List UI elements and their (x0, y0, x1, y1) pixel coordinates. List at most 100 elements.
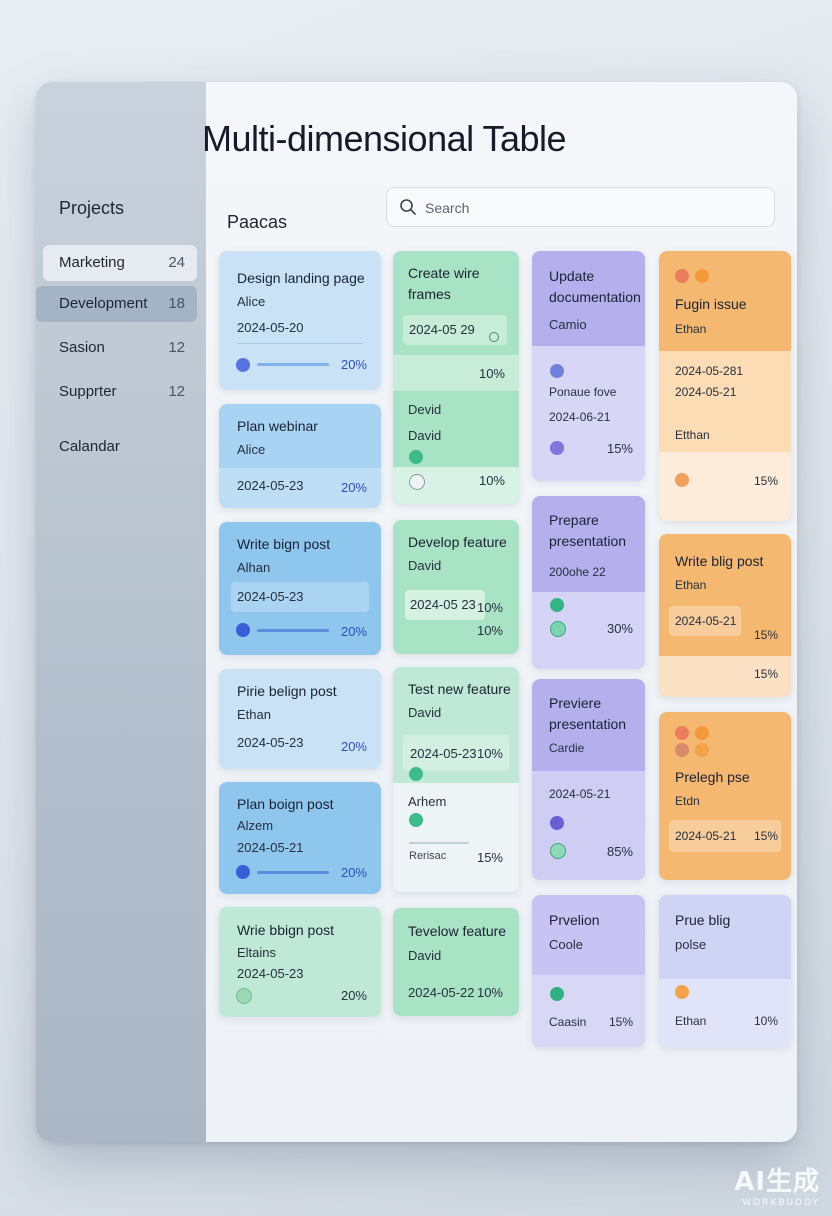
page-title: Multi-dimensional Table (202, 118, 567, 159)
card-date-field (405, 590, 485, 620)
task-card[interactable]: Develop feature David 2024-05 23 10% 10% (393, 520, 519, 654)
sidebar-item-marketing[interactable]: Marketing 24 (43, 245, 197, 281)
task-card[interactable]: Create wire frames 2024-05 29 10% Devid … (393, 251, 519, 504)
progress-percent: 20% (340, 357, 367, 372)
task-card[interactable]: Plan webinar Alice 2024-05-23 20% (219, 404, 381, 508)
card-assignee: Ethan (675, 322, 707, 336)
card-assignee: Eltains (237, 945, 277, 960)
card-title: Fugin issue (675, 296, 747, 312)
task-card[interactable]: Wrie bbign post Eltains 2024-05-23 20% (219, 907, 381, 1017)
card-date: 2024-05 23 (410, 597, 476, 612)
card-date: 2024-05-21 (675, 829, 737, 843)
card-assignee: Alice (237, 442, 266, 457)
task-card[interactable]: Prvelion Coole Caasin 15% (532, 895, 645, 1047)
task-card[interactable]: Fugin issue Ethan 2024-05-281 2024-05-21… (659, 251, 791, 521)
card-footer (219, 468, 381, 508)
divider (237, 343, 363, 344)
card-title: Create wire frames (408, 265, 480, 302)
progress-percent: 15% (606, 441, 633, 456)
card-title: Write blig post (675, 553, 764, 569)
card-title: Pirie belign post (237, 683, 337, 699)
card-title: Update documentation (549, 268, 641, 305)
card-date-field (669, 820, 781, 852)
card-assignee: Alzem (237, 818, 274, 833)
task-card[interactable]: Update documentation Camio Ponaue fove 2… (532, 251, 645, 481)
status-dot (675, 269, 689, 283)
progress-percent: 10% (478, 366, 505, 381)
card-date: 2024-06-21 (549, 410, 611, 424)
task-card[interactable]: Pirie belign post Ethan 2024-05-23 20% (219, 669, 381, 769)
sidebar-item-count: 12 (168, 339, 185, 356)
card-date-field (669, 606, 741, 636)
card-title: Test new feature (408, 681, 511, 697)
progress-percent: 10% (476, 985, 503, 1000)
sidebar-heading: Projects (59, 198, 125, 218)
progress-bar (257, 871, 329, 874)
progress-percent: 20% (340, 480, 367, 495)
card-title: Prepare presentation (549, 512, 627, 549)
card-title: Previere presentation (549, 695, 627, 732)
task-card[interactable]: Previere presentation Cardie 2024-05-21 … (532, 679, 645, 880)
sidebar-item-supprter[interactable]: Supprter 12 (43, 374, 197, 410)
task-card[interactable]: Design landing page Alice 2024-05-20 20% (219, 251, 381, 390)
card-assignee: David (408, 428, 442, 443)
card-assignee: David (408, 558, 442, 573)
search-input[interactable] (423, 196, 757, 220)
task-card[interactable]: Test new feature David 2024-05-23 10% Ar… (393, 667, 519, 892)
progress-bar (257, 629, 329, 632)
card-date: 2024-05-21 (237, 840, 304, 855)
status-dot (409, 450, 423, 464)
status-dot (675, 743, 689, 757)
card-date: 200ohe 22 (549, 565, 606, 579)
status-dot (550, 987, 564, 1001)
card-date-field (231, 582, 369, 612)
status-dot (675, 473, 689, 487)
sidebar: Projects Marketing 24 Development 18 Sas… (36, 82, 206, 1142)
card-assignee: Arhem (408, 794, 447, 809)
task-card[interactable]: Prue blig polse Ethan 10% (659, 895, 791, 1047)
task-card[interactable]: Write blig post Ethan 2024-05-21 15% 15% (659, 534, 791, 697)
card-note: Rerisac (409, 850, 447, 862)
card-date: 2024-05-281 (675, 364, 744, 378)
card-section (532, 975, 645, 1047)
status-dot (550, 441, 564, 455)
search-box[interactable] (386, 187, 775, 227)
section-title: Paacas (227, 212, 288, 232)
task-card[interactable]: Write bign post Alhan 2024-05-23 20% (219, 522, 381, 655)
task-card[interactable]: Tevelow feature David 2024-05-22 10% (393, 908, 519, 1016)
status-dot (550, 364, 564, 378)
card-section (393, 355, 519, 391)
card-title: Prelegh pse (675, 769, 750, 785)
sidebar-item-development[interactable]: Development 18 (36, 286, 197, 322)
card-title: Prvelion (549, 912, 600, 928)
watermark-sub: WORKBUDDY (742, 1198, 820, 1208)
progress-bar (409, 842, 469, 844)
status-dot (550, 843, 566, 859)
task-card[interactable]: Plan boign post Alzem 2024-05-21 20% (219, 782, 381, 894)
sidebar-item-count: 18 (168, 295, 185, 312)
card-assignee: David (408, 705, 442, 720)
task-card[interactable]: Prepare presentation 200ohe 22 30% (532, 496, 645, 669)
status-dot (550, 621, 566, 637)
card-footer (659, 656, 791, 697)
card-date: 2024-05-22 (408, 985, 475, 1000)
sidebar-item-count: 12 (168, 383, 185, 400)
status-dot (695, 743, 709, 757)
task-card[interactable]: Prelegh pse Etdn 2024-05-21 15% (659, 712, 791, 880)
status-dot (695, 726, 709, 740)
progress-bar (257, 363, 329, 366)
status-dot (675, 985, 689, 999)
card-date: 2024-05-21 (549, 787, 611, 801)
progress-percent: 10% (476, 623, 503, 638)
progress-percent: 15% (753, 628, 778, 642)
card-title: Write bign post (237, 536, 331, 552)
card-title: Plan boign post (237, 796, 334, 812)
sidebar-item-sasion[interactable]: Sasion 12 (43, 330, 197, 366)
sidebar-item-calendar[interactable]: Calandar (59, 438, 120, 455)
sidebar-item-label: Supprter (59, 383, 117, 400)
status-dot (236, 988, 252, 1004)
card-date: 2024-05-21 (675, 385, 737, 399)
progress-percent: 15% (476, 850, 503, 865)
progress-percent: 15% (753, 829, 778, 843)
card-title: Design landing page (237, 270, 365, 286)
